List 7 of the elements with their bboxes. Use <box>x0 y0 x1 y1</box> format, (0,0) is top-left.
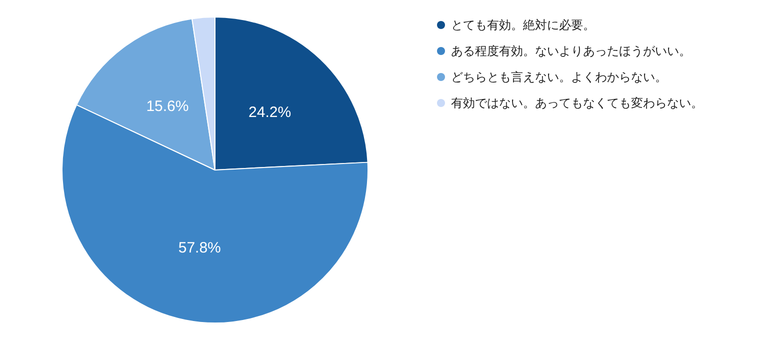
legend-label: とても有効。絶対に必要。 <box>451 18 595 32</box>
data-label: 57.8% <box>178 239 221 256</box>
legend-label: 有効ではない。あってもなくても変わらない。 <box>451 96 703 110</box>
legend-label: ある程度有効。ないよりあったほうがいい。 <box>451 44 691 58</box>
data-label: 24.2% <box>248 104 292 121</box>
legend-label: どちらとも言えない。よくわからない。 <box>451 70 667 84</box>
data-label: 15.6% <box>146 98 189 115</box>
